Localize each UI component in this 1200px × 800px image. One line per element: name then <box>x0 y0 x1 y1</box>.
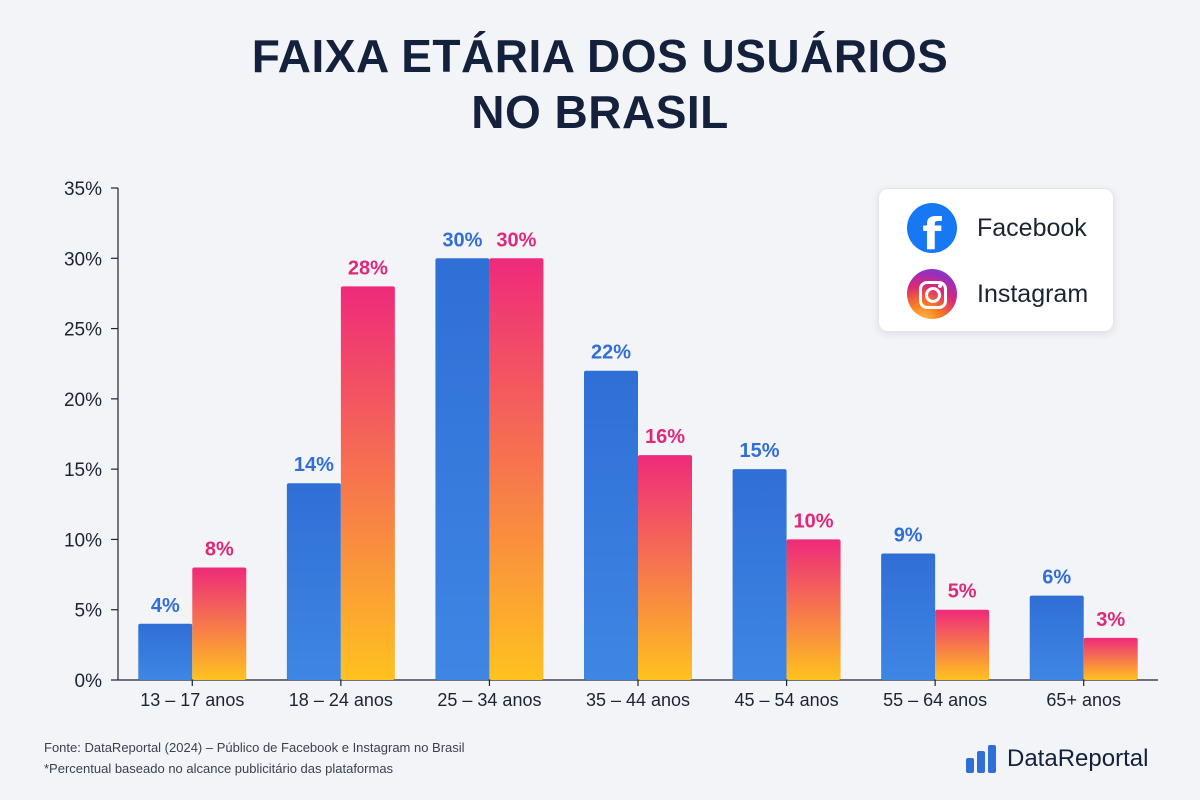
bar-facebook <box>881 553 936 680</box>
axes: 0% 5% 10% 15% 20% 25% 30% 35% 13 – 17 anos 18 – 2… <box>64 179 1158 710</box>
x-tick-label: 13 – 17 anos <box>140 690 244 710</box>
y-tick-label: 35% <box>64 179 102 200</box>
data-label-instagram: 5% <box>948 581 977 603</box>
y-tick-label: 30% <box>64 249 102 270</box>
data-labels: 4% 8% 14% 28% 30% 30% 22% 16% 15% 10% 9% 5% 6% 3% <box>151 229 1126 631</box>
data-label-facebook: 9% <box>894 524 923 546</box>
x-tick-label: 35 – 44 anos <box>586 690 690 710</box>
facebook-icon: f <box>907 203 957 257</box>
legend-item-instagram: Instagram <box>907 269 1088 319</box>
data-label-facebook: 4% <box>151 595 180 617</box>
bar-facebook <box>1029 595 1084 680</box>
brand-logo: DataReportal <box>965 744 1148 774</box>
x-tick-label: 55 – 64 anos <box>883 690 987 710</box>
data-label-instagram: 28% <box>348 257 388 279</box>
y-tick-label: 25% <box>64 320 102 341</box>
x-tick-label: 18 – 24 anos <box>289 690 393 710</box>
data-label-facebook: 22% <box>591 342 631 364</box>
bars <box>138 258 1138 680</box>
data-label-facebook: 30% <box>442 229 482 251</box>
x-tick-label: 65+ anos <box>1046 690 1121 710</box>
bar-facebook <box>286 483 341 680</box>
legend-label-facebook: Facebook <box>977 213 1087 242</box>
bar-instagram <box>340 286 395 680</box>
bar-instagram <box>1083 637 1138 680</box>
brand-label: DataReportal <box>1007 745 1149 772</box>
bar-instagram <box>489 258 544 680</box>
bar-instagram <box>786 539 841 680</box>
bar-facebook <box>138 623 193 680</box>
y-tick-label: 10% <box>64 530 102 551</box>
data-label-instagram: 3% <box>1096 609 1125 631</box>
footnote: *Percentual baseado no alcance publicitá… <box>44 761 394 776</box>
x-tick-label: 45 – 54 anos <box>735 690 839 710</box>
y-tick-label: 0% <box>75 671 103 692</box>
y-tick-label: 5% <box>75 601 103 622</box>
data-label-instagram: 8% <box>205 539 234 561</box>
data-label-facebook: 6% <box>1042 567 1071 589</box>
legend-label-instagram: Instagram <box>977 279 1089 308</box>
y-tick-label: 15% <box>64 460 102 481</box>
data-label-instagram: 16% <box>645 426 685 448</box>
bar-instagram <box>935 609 990 680</box>
instagram-icon <box>907 269 957 319</box>
legend: f Facebook Instagram <box>878 188 1114 332</box>
data-label-instagram: 30% <box>496 229 536 251</box>
bar-instagram <box>638 455 692 680</box>
data-label-facebook: 14% <box>294 454 334 476</box>
y-tick-label: 20% <box>64 390 102 411</box>
data-label-instagram: 10% <box>794 510 834 532</box>
data-label-facebook: 15% <box>740 440 780 462</box>
bar-facebook <box>435 258 490 680</box>
bar-instagram <box>192 567 247 680</box>
bar-facebook <box>584 370 638 680</box>
legend-item-facebook: f Facebook <box>907 203 1087 257</box>
chart-title: FAIXA ETÁRIA DOS USUÁRIOS NO BRASIL <box>251 30 949 138</box>
x-tick-label: 25 – 34 anos <box>437 690 541 710</box>
bar-facebook <box>732 469 787 680</box>
bar-chart-icon <box>966 745 996 773</box>
source-note: Fonte: DataReportal (2024) – Público de … <box>44 740 465 755</box>
